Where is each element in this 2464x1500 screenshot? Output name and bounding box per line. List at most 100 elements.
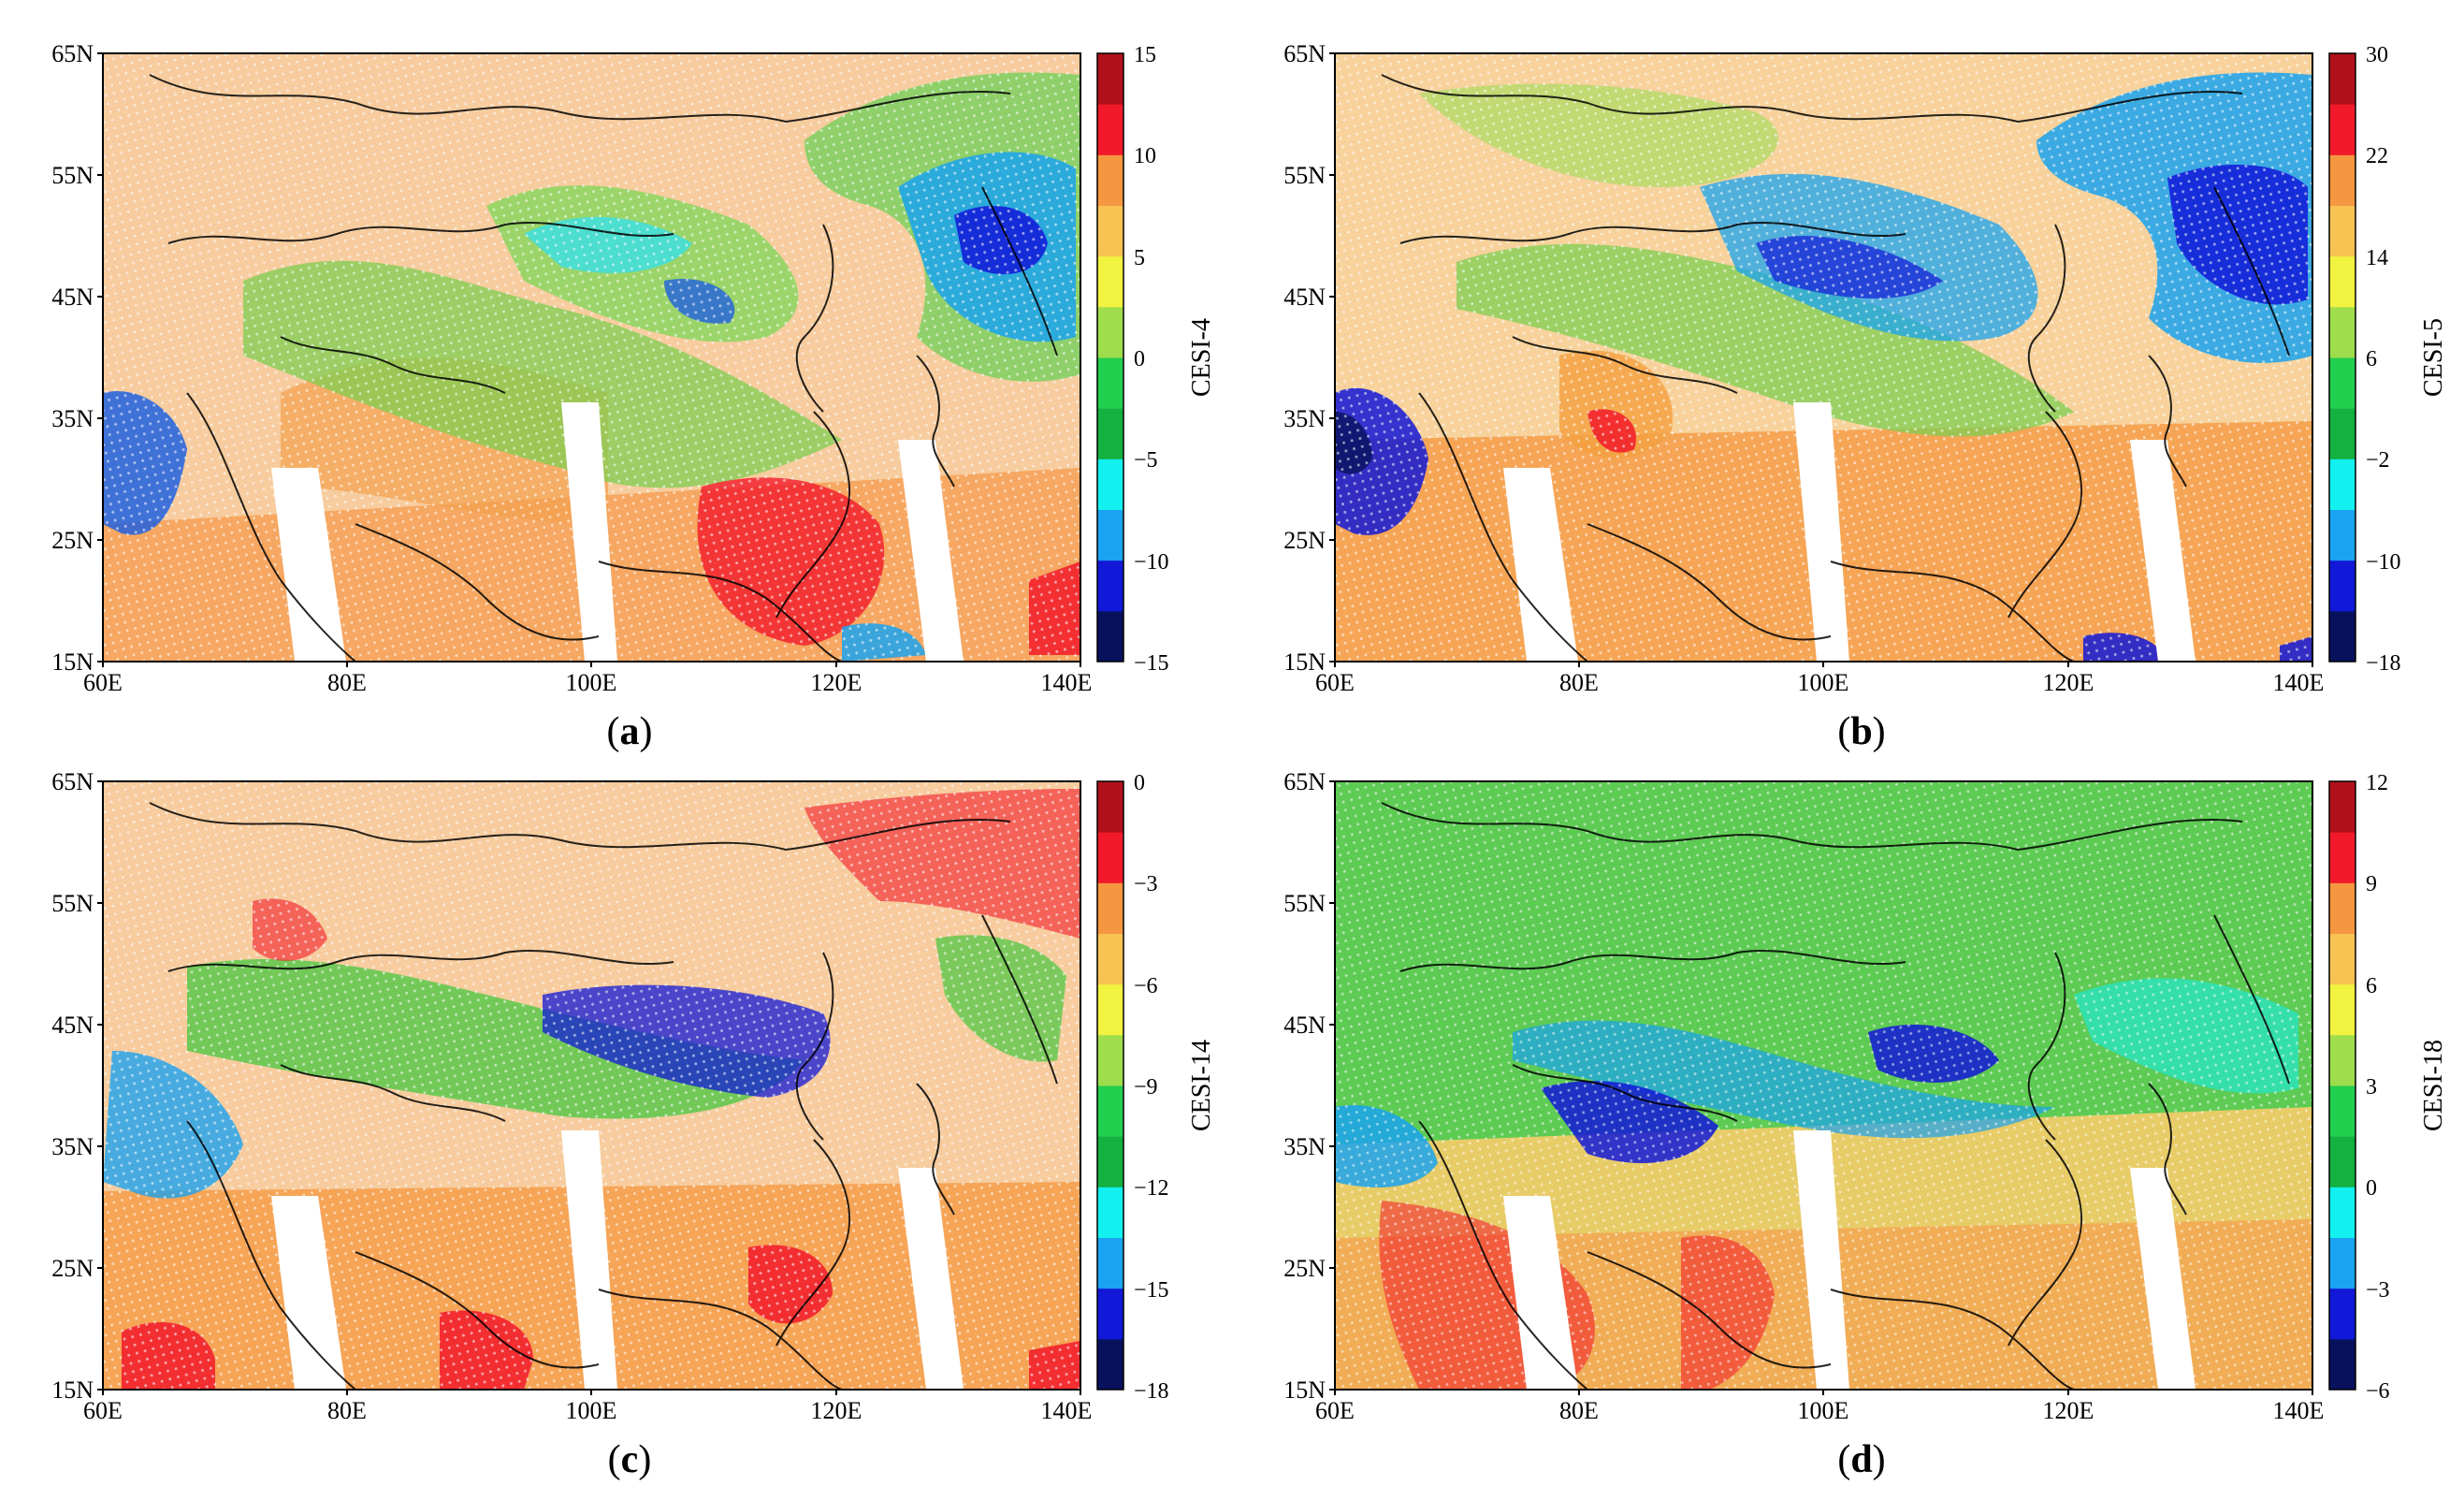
colorbar-swatch <box>1097 1338 1123 1391</box>
colorbar-tick-label: 0 <box>1134 347 1145 371</box>
lat-tick-label: 55N <box>1283 162 1326 189</box>
colorbar-tick-label: 9 <box>2366 872 2377 896</box>
panel-label: (c) <box>607 1438 652 1481</box>
colorbar: 0 −3 −6 −9 −12 −15 −18 CESI-14 <box>1096 771 1216 1404</box>
colorbar-swatch <box>1097 1136 1123 1187</box>
lat-tick-label: 65N <box>51 40 94 67</box>
panel-d-map: 65N 55N 45N 35N 25N 15N 60E 80E 100E 120… <box>1283 768 2448 1424</box>
colorbar-tick-label: 6 <box>2366 347 2377 371</box>
colorbar-swatch <box>1097 255 1123 308</box>
colorbar-tick-label: 22 <box>2366 144 2388 168</box>
panel-label: (d) <box>1837 1438 1886 1481</box>
colorbar-tick-label: 0 <box>1134 771 1145 795</box>
lat-tick-label: 65N <box>1283 40 1326 67</box>
colorbar-title: CESI-18 <box>2419 1040 2448 1131</box>
colorbar-tick-label: −5 <box>1134 448 1158 473</box>
lat-tick-label: 25N <box>1283 527 1326 554</box>
lon-tick-label: 60E <box>83 1397 123 1424</box>
lat-tick-label: 35N <box>1283 405 1326 432</box>
lat-tick-label: 45N <box>51 284 94 311</box>
colorbar-swatch <box>2329 882 2355 934</box>
lat-tick-label: 15N <box>51 1376 94 1404</box>
lon-tick-label: 140E <box>1041 1397 1093 1424</box>
colorbar-tick-label: −12 <box>1134 1176 1169 1201</box>
colorbar-tick-label: 14 <box>2366 246 2388 270</box>
colorbar-swatch <box>1097 509 1123 561</box>
colorbar-tick-label: −2 <box>2366 448 2390 473</box>
lon-tick-label: 60E <box>1315 669 1355 696</box>
lat-axis: 65N 55N 45N 35N 25N 15N <box>51 768 103 1404</box>
lon-tick-label: 100E <box>566 669 617 696</box>
scan-gap <box>271 468 346 662</box>
colorbar-tick-label: −18 <box>1134 1379 1169 1404</box>
colorbar-swatch <box>1097 832 1123 883</box>
lat-tick-label: 45N <box>1283 284 1326 311</box>
lon-axis: 60E 80E 100E 120E 140E <box>1315 1390 2324 1424</box>
colorbar-title: CESI-4 <box>1187 318 1216 397</box>
lon-tick-label: 80E <box>1559 669 1599 696</box>
colorbar-swatch <box>1097 459 1123 510</box>
coastlines <box>1381 802 2290 1390</box>
panel-label: (a) <box>606 710 653 753</box>
panel-label: (b) <box>1837 710 1886 753</box>
colorbar-tick-label: −10 <box>1134 550 1169 575</box>
colorbar-swatch <box>2329 1338 2355 1391</box>
colorbar-swatch <box>2329 610 2355 663</box>
colorbar-swatch <box>2329 560 2355 612</box>
lon-tick-label: 120E <box>2043 1397 2094 1424</box>
colorbar-swatch <box>1097 1085 1123 1137</box>
colorbar-swatch <box>2329 1034 2355 1086</box>
lat-tick-label: 55N <box>51 890 94 917</box>
colorbar-swatch <box>2329 104 2355 155</box>
colorbar-swatch <box>1097 933 1123 985</box>
scan-gap <box>1503 468 1578 662</box>
coastlines <box>149 802 1058 1390</box>
coastlines <box>149 74 1058 662</box>
colorbar-tick-label: −3 <box>1134 872 1158 896</box>
colorbar-tick-label: 30 <box>2366 43 2388 67</box>
colorbar-swatch <box>2329 832 2355 883</box>
lat-axis: 65N 55N 45N 35N 25N 15N <box>1283 40 1335 676</box>
panel-c-map: 65N 55N 45N 35N 25N 15N 60E 80E 100E 120… <box>51 768 1216 1424</box>
colorbar-swatch <box>2329 205 2355 257</box>
colorbar-tick-label: 5 <box>1134 246 1145 270</box>
colorbar: 30 22 14 6 −2 −10 −18 CESI-5 <box>2328 43 2448 676</box>
lon-tick-label: 60E <box>1315 1397 1355 1424</box>
lat-tick-label: 15N <box>1283 1376 1326 1404</box>
colorbar-swatch <box>2329 255 2355 308</box>
colorbar-swatch <box>2329 1085 2355 1137</box>
colorbar-swatch <box>1097 205 1123 257</box>
lon-tick-label: 80E <box>327 669 367 696</box>
lat-tick-label: 45N <box>1283 1012 1326 1039</box>
lat-tick-label: 35N <box>51 405 94 432</box>
lat-tick-label: 65N <box>1283 768 1326 795</box>
colorbar-swatch <box>2329 1237 2355 1289</box>
lat-tick-label: 35N <box>51 1133 94 1160</box>
colorbar-swatch <box>2329 357 2355 409</box>
lon-tick-label: 140E <box>2273 669 2325 696</box>
lon-tick-label: 120E <box>811 669 862 696</box>
colorbar-tick-label: −9 <box>1134 1075 1158 1100</box>
colorbar-swatch <box>1097 1288 1123 1340</box>
lat-axis: 65N 55N 45N 35N 25N 15N <box>51 40 103 676</box>
lat-tick-label: 15N <box>1283 648 1326 676</box>
lon-tick-label: 140E <box>1041 669 1093 696</box>
colorbar-tick-label: 6 <box>2366 974 2377 998</box>
scan-gap <box>271 1196 346 1390</box>
colorbar-swatch <box>2329 983 2355 1036</box>
colorbar-swatch <box>2329 306 2355 358</box>
colorbar-swatch <box>2329 781 2355 833</box>
lon-tick-label: 100E <box>566 1397 617 1424</box>
lon-tick-label: 100E <box>1798 1397 1849 1424</box>
colorbar-tick-label: −10 <box>2366 550 2401 575</box>
lat-tick-label: 25N <box>51 1255 94 1282</box>
colorbar-swatch <box>1097 154 1123 206</box>
colorbar-swatch <box>2329 933 2355 985</box>
colorbar-swatch <box>2329 1187 2355 1238</box>
lat-tick-label: 65N <box>51 768 94 795</box>
lat-tick-label: 45N <box>51 1012 94 1039</box>
scan-gap <box>1503 1196 1578 1390</box>
lat-axis: 65N 55N 45N 35N 25N 15N <box>1283 768 1335 1404</box>
lat-tick-label: 25N <box>51 527 94 554</box>
lon-tick-label: 120E <box>811 1397 862 1424</box>
